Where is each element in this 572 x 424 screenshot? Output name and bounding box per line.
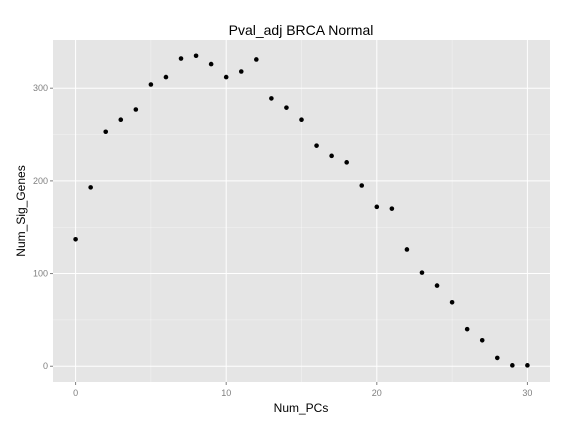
data-point [419, 270, 425, 275]
data-point [479, 337, 485, 343]
chart-title: Pval_adj BRCA Normal [229, 22, 374, 38]
data-point [525, 363, 530, 368]
x-tick-label: 0 [73, 388, 78, 398]
data-point [208, 61, 214, 67]
data-point [73, 236, 78, 242]
data-point [148, 82, 154, 87]
data-point [314, 143, 319, 148]
x-axis-ticks: 0 10 20 30 [73, 382, 532, 398]
data-point [374, 204, 380, 210]
data-point [163, 74, 169, 80]
data-point [464, 326, 470, 332]
data-point [133, 107, 139, 112]
x-axis-label: Num_PCs [274, 401, 329, 415]
data-point [238, 69, 244, 74]
data-point [434, 283, 440, 288]
data-point [510, 363, 515, 368]
x-tick-label: 20 [372, 388, 382, 398]
data-point [329, 153, 334, 159]
data-point [359, 183, 365, 188]
y-axis-ticks: 0 100 200 300 [33, 83, 53, 371]
data-point [178, 56, 184, 61]
data-points [73, 53, 530, 368]
data-point [299, 117, 304, 123]
data-point [284, 105, 289, 110]
data-point [389, 206, 395, 211]
data-point [103, 129, 109, 135]
y-tick-label: 200 [33, 176, 48, 186]
y-tick-label: 300 [33, 83, 48, 93]
y-axis-label: Num_Sig_Genes [14, 165, 28, 256]
y-tick-label: 100 [33, 269, 48, 279]
data-point [88, 185, 93, 190]
data-point [254, 57, 259, 62]
data-point [193, 53, 199, 59]
y-tick-label: 0 [43, 361, 48, 371]
data-point [223, 74, 229, 80]
data-point [269, 96, 274, 101]
x-tick-label: 30 [522, 388, 532, 398]
data-point [404, 247, 410, 252]
data-point [118, 117, 124, 123]
x-tick-label: 10 [221, 388, 231, 398]
data-point [449, 299, 455, 305]
data-point [494, 355, 500, 361]
grid-lines [53, 40, 550, 382]
data-point [344, 160, 349, 165]
